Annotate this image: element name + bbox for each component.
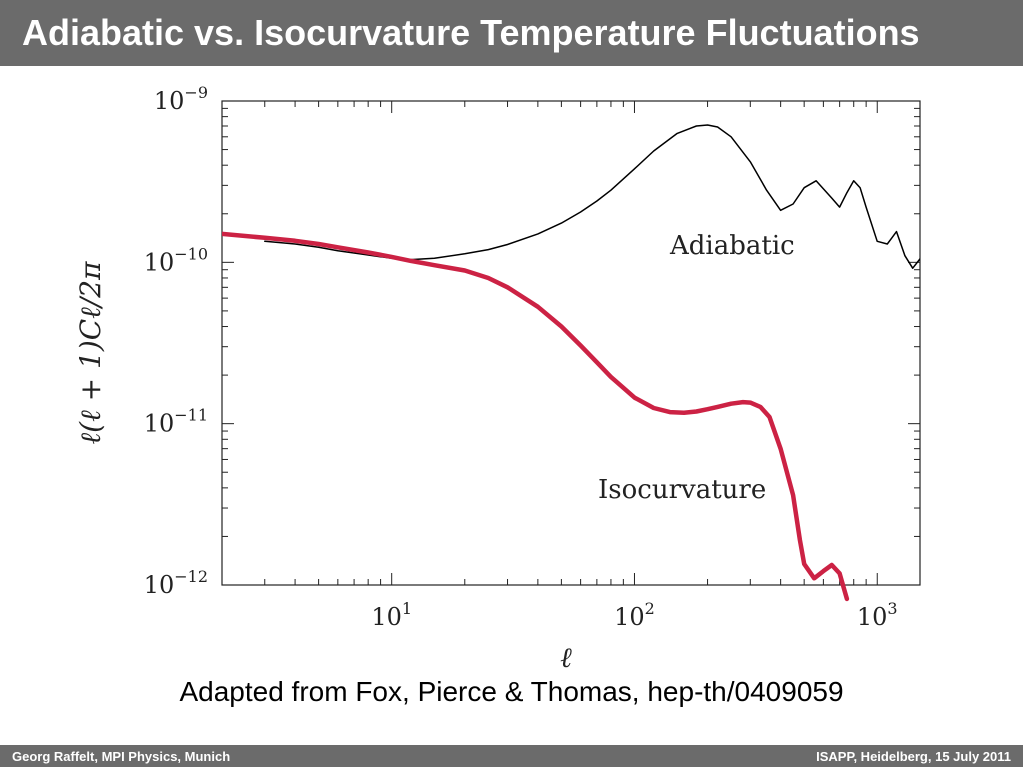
plot-frame — [221, 100, 921, 586]
slide-title: Adiabatic vs. Isocurvature Temperature F… — [22, 12, 920, 53]
footer-author: Georg Raffelt, MPI Physics, Munich — [12, 748, 231, 764]
chart: 101 102 103 10−9 10−10 10−11 10−12 ℓ ℓ(ℓ + 1)Cℓ/… — [74, 83, 921, 674]
x-tick-label: 102 — [614, 599, 655, 631]
footer-event: ISAPP, Heidelberg, 15 July 2011 — [816, 748, 1011, 764]
source-caption: Adapted from Fox, Pierce & Thomas, hep-t… — [179, 676, 844, 707]
title-bar: Adiabatic vs. Isocurvature Temperature F… — [0, 0, 1023, 66]
x-tick-label: 101 — [371, 599, 412, 631]
y-tick-label: 10−12 — [144, 567, 208, 599]
y-tick-label: 10−11 — [144, 406, 208, 438]
y-axis-label: ℓ(ℓ + 1)Cℓ/2π — [74, 261, 107, 445]
x-tick-label: 103 — [857, 599, 898, 631]
series-annotation-isocurvature: Isocurvature — [598, 475, 766, 505]
x-axis-label: ℓ — [560, 641, 572, 674]
series-annotation-adiabatic: Adiabatic — [669, 231, 795, 261]
series-line-adiabatic — [264, 124, 920, 269]
footer-bar: Georg Raffelt, MPI Physics, Munich ISAPP… — [0, 745, 1023, 767]
series-line-isocurvature — [222, 231, 850, 602]
y-tick-label: 10−9 — [154, 83, 208, 115]
y-tick-label: 10−10 — [144, 244, 208, 276]
